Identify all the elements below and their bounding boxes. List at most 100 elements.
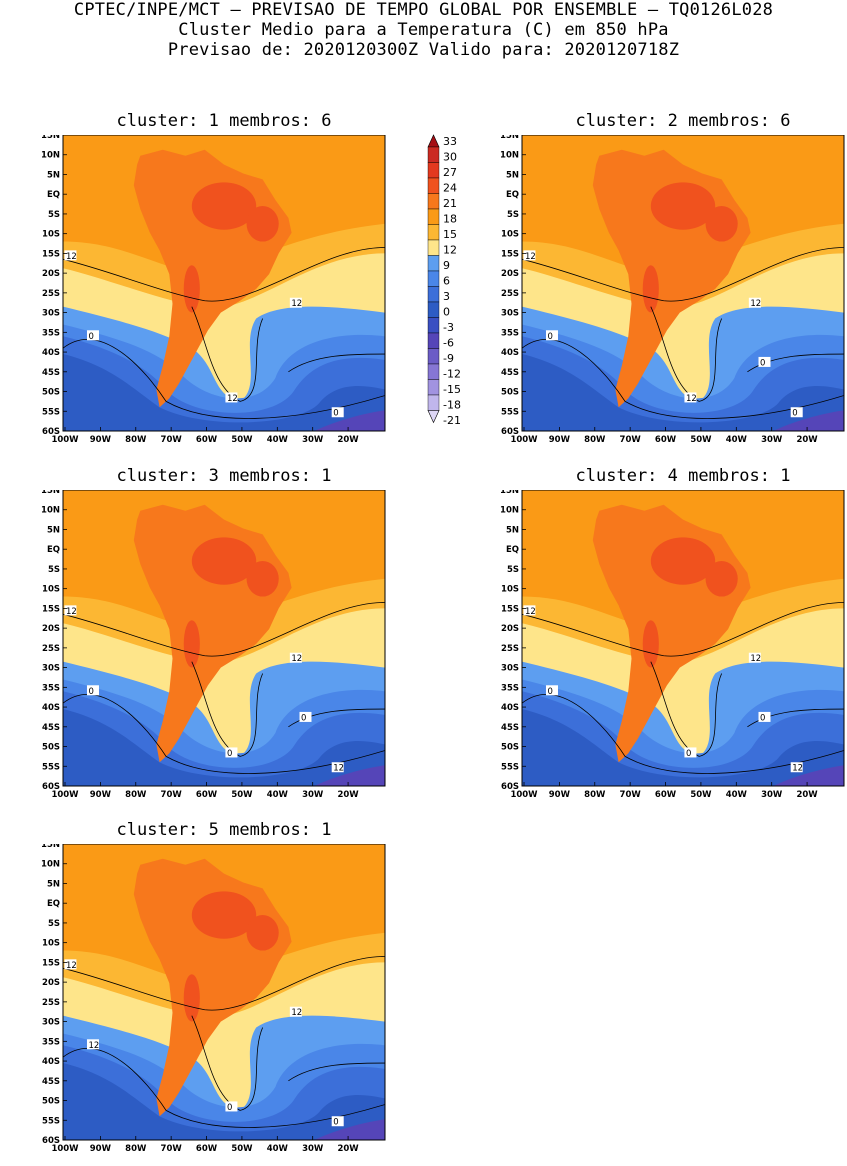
header-line-3: Previsao de: 2020120300Z Valido para: 20… bbox=[167, 40, 680, 60]
lat-tick-label: 35S bbox=[42, 328, 60, 338]
contour-label: 12 bbox=[227, 394, 238, 404]
colorbar-label: -18 bbox=[443, 399, 461, 412]
colorbar-swatch bbox=[427, 379, 440, 396]
contour-label-box bbox=[289, 297, 302, 308]
lat-tick-label: 20S bbox=[501, 269, 519, 279]
lat-tick-label: 15N bbox=[500, 135, 519, 141]
contour-12 bbox=[191, 661, 264, 757]
lat-tick-label: 35S bbox=[42, 683, 60, 693]
lat-tick-label: EQ bbox=[47, 190, 60, 200]
lat-tick-label: 50S bbox=[42, 743, 60, 753]
colorbar-label: -9 bbox=[443, 352, 454, 365]
contour-label-box bbox=[64, 605, 77, 616]
lat-tick-label: 60S bbox=[42, 782, 60, 792]
colorbar-label: 21 bbox=[443, 197, 457, 210]
lat-tick-label: 10N bbox=[500, 151, 519, 161]
lon-tick-label: 90W bbox=[90, 435, 112, 445]
lat-tick-label: 20S bbox=[42, 269, 60, 279]
lat-tick-label: 10N bbox=[41, 151, 60, 161]
lon-tick-label: 30W bbox=[302, 790, 324, 800]
map-panel: cluster: 5 membros: 1 12 12 0 12 0 15N 10N 5N EQ 5… bbox=[41, 820, 386, 1166]
lon-tick-label: 70W bbox=[620, 435, 642, 445]
temperature-map: 12 12 12 0 0 15N 10N 5N EQ 5S 10S 15S 20S 25S 30S 35S 40… bbox=[41, 135, 386, 445]
lon-tick-label: 30W bbox=[302, 435, 324, 445]
contour-label: 12 bbox=[525, 252, 536, 262]
contour-0 bbox=[63, 1048, 385, 1128]
temperature-map: 12 12 0 12 0 15N 10N 5N EQ 5S 10S 15S 20S 25S 30S 35S 40… bbox=[41, 844, 386, 1154]
contour-label: 0 bbox=[547, 332, 552, 342]
contour-12 bbox=[63, 247, 385, 302]
lat-tick-label: 40S bbox=[42, 348, 60, 358]
contour-label: 12 bbox=[291, 654, 302, 664]
lat-tick-label: 15N bbox=[41, 490, 60, 496]
hotspot-24 bbox=[191, 182, 257, 230]
colorbar-swatch bbox=[427, 239, 440, 256]
contour-12 bbox=[650, 661, 723, 757]
lat-tick-label: 10S bbox=[501, 230, 519, 240]
map-frame bbox=[62, 490, 386, 787]
colorbar-swatch bbox=[427, 348, 440, 365]
lon-tick-label: 90W bbox=[90, 790, 112, 800]
header-line-2: Cluster Medio para a Temperatura (C) em … bbox=[178, 20, 669, 40]
contour-label-box bbox=[758, 356, 771, 367]
contour-label-box bbox=[225, 392, 238, 403]
contour-12 bbox=[650, 306, 723, 402]
colorbar-swatch bbox=[427, 332, 440, 349]
lat-tick-label: 20S bbox=[42, 624, 60, 634]
lon-tick-label: 90W bbox=[90, 1144, 112, 1154]
contour-label: 12 bbox=[686, 394, 697, 404]
contour-label: 0 bbox=[333, 409, 338, 419]
lon-tick-label: 20W bbox=[796, 435, 818, 445]
contour-label: 0 bbox=[227, 1103, 232, 1113]
colorbar-swatch bbox=[427, 224, 440, 241]
contour-label: 12 bbox=[88, 1041, 99, 1051]
lon-tick-label: 100W bbox=[510, 790, 538, 800]
lon-tick-label: 30W bbox=[302, 1144, 324, 1154]
lon-tick-label: 80W bbox=[584, 790, 606, 800]
lat-tick-label: 5N bbox=[47, 525, 60, 535]
lon-tick-label: 40W bbox=[267, 435, 289, 445]
lat-tick-label: 25S bbox=[501, 289, 519, 299]
contour-12 bbox=[191, 1015, 264, 1111]
lat-tick-label: 5N bbox=[47, 879, 60, 889]
lon-tick-label: 40W bbox=[726, 790, 748, 800]
colorbar-swatch bbox=[427, 255, 440, 272]
colorbar-top-arrow bbox=[427, 134, 440, 148]
lon-tick-label: 60W bbox=[196, 790, 218, 800]
panel-title: cluster: 1 membros: 6 bbox=[116, 111, 332, 131]
contour-label: 12 bbox=[792, 764, 803, 774]
lat-tick-label: 15S bbox=[42, 604, 60, 614]
lat-tick-label: 55S bbox=[42, 407, 60, 417]
lat-tick-label: 40S bbox=[501, 703, 519, 713]
colorbar-label: 6 bbox=[443, 275, 450, 288]
contour-label: 12 bbox=[525, 607, 536, 617]
lat-tick-label: EQ bbox=[506, 545, 519, 555]
contour-label: 0 bbox=[227, 749, 232, 759]
colorbar-label: -6 bbox=[443, 337, 454, 350]
lat-tick-label: 45S bbox=[501, 723, 519, 733]
lat-tick-label: 45S bbox=[501, 368, 519, 378]
lon-tick-label: 40W bbox=[726, 435, 748, 445]
panel-title: cluster: 2 membros: 6 bbox=[575, 111, 791, 131]
colorbar-label: 0 bbox=[443, 306, 450, 319]
lon-tick-label: 90W bbox=[549, 790, 571, 800]
lat-tick-label: 55S bbox=[501, 407, 519, 417]
lat-tick-label: 5S bbox=[48, 210, 60, 220]
field-0 bbox=[522, 709, 844, 786]
lon-tick-label: 20W bbox=[337, 790, 359, 800]
colorbar-swatch bbox=[427, 394, 440, 411]
colorbar-label: 18 bbox=[443, 213, 457, 226]
lon-tick-label: 70W bbox=[161, 1144, 183, 1154]
lon-tick-label: 100W bbox=[51, 790, 79, 800]
contour-0 bbox=[63, 694, 385, 774]
colorbar-swatch bbox=[427, 162, 440, 179]
contour-0 bbox=[522, 339, 844, 419]
contour-label-box bbox=[748, 652, 761, 663]
lat-tick-label: 10S bbox=[42, 939, 60, 949]
field-neg6 bbox=[773, 410, 844, 431]
contour-label-box bbox=[684, 392, 697, 403]
contour-label: 12 bbox=[66, 607, 77, 617]
hotspot-24 bbox=[705, 561, 738, 597]
field-0 bbox=[522, 354, 844, 431]
figure-header: CPTEC/INPE/MCT — PREVISAO DE TEMPO GLOBA… bbox=[0, 0, 847, 60]
